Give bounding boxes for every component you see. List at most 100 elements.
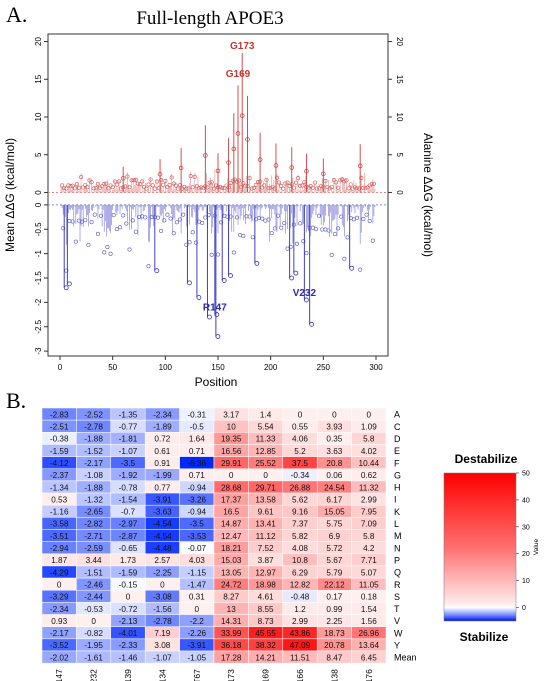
destabilizing-point (125, 174, 130, 179)
destabilizing-point (106, 186, 111, 191)
heatmap-row-label: S (394, 592, 400, 602)
heatmap-cell-value: 1.54 (361, 605, 377, 614)
heatmap-cell-value: 5.75 (326, 520, 342, 529)
destabilizing-point (272, 186, 277, 191)
heatmap-cell-value: 12.97 (255, 568, 276, 577)
heatmap-cell-value: 29.71 (255, 483, 276, 492)
heatmap-column-label: R134 (157, 669, 167, 681)
panel-a-title: Full-length APOE3 (136, 8, 283, 29)
heatmap-cell-value: -1.59 (50, 447, 69, 456)
heatmap-cell-value: 16.5 (223, 508, 239, 517)
heatmap-cell-value: -4.48 (153, 544, 172, 553)
destabilizing-point (363, 186, 368, 191)
stabilizing-point (133, 229, 138, 234)
heatmap-cell-value: -2.97 (119, 520, 138, 529)
notable-stabilizing-point (309, 321, 315, 327)
heatmap-cell-value: -1.07 (153, 653, 172, 662)
color-legend: Destabilize 0 10 20 30 40 50 Value Stabilize (443, 452, 540, 644)
heatmap-cell-value: 0 (367, 410, 372, 419)
left-top-tick-label: 10 (34, 112, 43, 121)
stabilizing-point (367, 218, 372, 223)
stabilizing-point (127, 247, 132, 252)
destabilizing-point (159, 178, 164, 183)
destabilizing-point (310, 185, 315, 190)
heatmap-cell-value: 26.96 (359, 629, 380, 638)
heatmap-cell-value: 12.85 (255, 447, 276, 456)
notable-destabilizing-point (357, 163, 363, 169)
heatmap-cell-value: 0.18 (361, 593, 377, 602)
heatmap-cell-value: 14.87 (221, 520, 242, 529)
stabilizing-point (250, 235, 255, 240)
notable-destabilizing-point (235, 131, 241, 136)
destabilizing-point (298, 183, 303, 188)
heatmap-cell-value: -2.34 (50, 605, 69, 614)
destabilizing-point (100, 184, 105, 189)
heatmap-cell-value: 20.8 (326, 459, 342, 468)
destabilizing-point (163, 178, 168, 183)
notable-stabilizing-point (66, 281, 72, 287)
heatmap-cell-value: -2.52 (84, 410, 103, 419)
destabilizing-point (127, 185, 132, 190)
destabilizing-point (178, 183, 183, 188)
heatmap-cell-value: 15.05 (324, 508, 345, 517)
left-top-tick-label: 0 (34, 190, 43, 195)
x-tick-label: 0 (58, 363, 63, 372)
left-y-tick-label: -3 (34, 347, 43, 355)
destabilizing-point (169, 175, 174, 180)
stabilizing-point (285, 246, 290, 251)
heatmap-cell-value: 0 (332, 410, 337, 419)
destabilizing-point (329, 185, 334, 190)
x-tick-label: 150 (211, 363, 225, 372)
stabilizing-point (294, 241, 299, 246)
stabilizing-point (83, 218, 88, 223)
stabilizing-point (276, 213, 281, 218)
stabilizing-point (339, 214, 344, 219)
x-tick-label: 250 (317, 363, 331, 372)
destabilizing-point (209, 180, 214, 185)
heatmap-cell-value: -1.34 (50, 483, 69, 492)
destabilizing-point (167, 183, 172, 188)
notable-destabilizing-point (239, 113, 245, 118)
heatmap-row-label: A (394, 410, 400, 420)
destabilizing-point (184, 186, 189, 191)
destabilizing-point (144, 186, 149, 191)
heatmap-row-label: M (394, 531, 402, 541)
stabilizing-point (317, 213, 322, 218)
legend-axis-label: Value (533, 539, 540, 556)
heatmap-cell-value: -1.47 (187, 580, 206, 589)
heatmap-cell-value: 6.45 (361, 653, 377, 662)
heatmap-cell-value: 1.87 (51, 556, 67, 565)
notable-stabilizing-point (63, 285, 69, 291)
heatmap-row-label: Mean (394, 653, 417, 663)
stabilizing-point (313, 227, 318, 232)
heatmap-cell-value: -0.07 (187, 544, 206, 553)
destabilizing-point (72, 186, 77, 191)
heatmap-cell-value: 8.55 (258, 605, 274, 614)
stabilizing-point (310, 225, 315, 230)
heatmap-cell-value: -1.46 (119, 653, 138, 662)
heatmap-cell-value: 4.61 (258, 593, 274, 602)
left-y-tick-label: -0.5 (34, 222, 43, 236)
heatmap-cell-value: 7.52 (258, 544, 274, 553)
destabilizing-point (365, 185, 370, 190)
legend-tick-label: 50 (522, 471, 530, 478)
destabilizing-point (175, 186, 180, 191)
destabilizing-point (102, 181, 107, 186)
heatmap-cell-value: 5.82 (292, 532, 308, 541)
notable-stabilizing-point (254, 260, 260, 266)
stabilizing-point (114, 227, 119, 232)
legend-tick-label: 0 (522, 605, 526, 612)
heatmap-column-label: A138 (329, 669, 339, 681)
destabilizing-point (62, 185, 67, 190)
destabilizing-point (93, 185, 98, 190)
heatmap-cell-value: 6.29 (292, 568, 308, 577)
heatmap-cell-value: 3.87 (258, 556, 274, 565)
heatmap-column-label: G169 (261, 669, 271, 681)
heatmap-cell-value: 0 (263, 471, 268, 480)
destabilizing-point (253, 182, 258, 187)
heatmap-cell-value: -3.53 (187, 532, 206, 541)
heatmap-cell-value: 5.8 (363, 532, 375, 541)
stabilizing-point (92, 212, 97, 217)
destabilizing-point (296, 176, 301, 181)
stabilizing-point (269, 231, 274, 236)
